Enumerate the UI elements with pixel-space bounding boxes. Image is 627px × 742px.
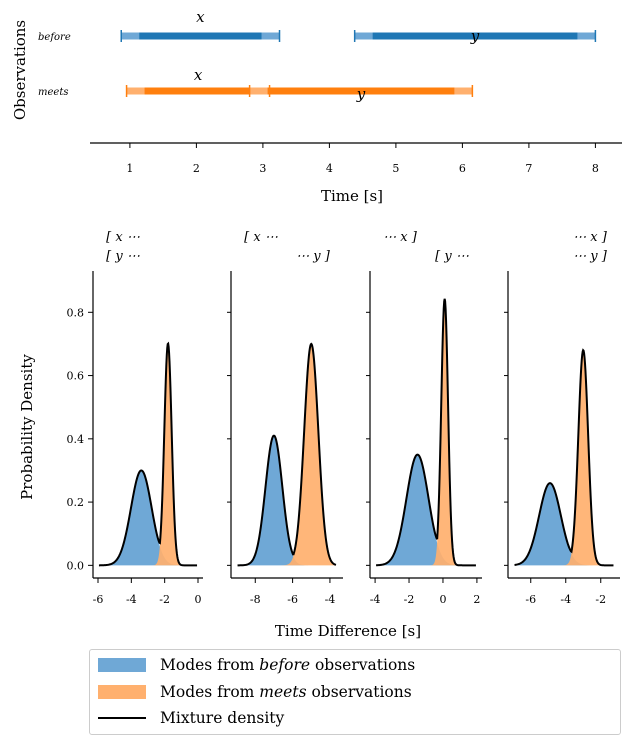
interval-uncertainty-end xyxy=(577,32,596,40)
interval-bar xyxy=(126,87,270,95)
top-x-axis-title: Time [s] xyxy=(321,187,383,205)
top-x-tick-label: 3 xyxy=(259,162,266,175)
y-tick-label: 0.6 xyxy=(67,370,85,383)
before-mode-area xyxy=(376,454,476,566)
panel-x-tick-label: -2 xyxy=(595,593,606,606)
interval-label-y: y xyxy=(470,27,480,45)
legend-label-before: Modes from before observations xyxy=(160,656,416,674)
top-x-tick-label: 4 xyxy=(326,162,333,175)
top-x-tick-label: 7 xyxy=(525,162,532,175)
panel-header-header_top: ⋯ x ] xyxy=(573,230,608,245)
interval-uncertainty-start xyxy=(126,87,145,95)
interval-uncertainty-end xyxy=(261,32,280,40)
panel-x-tick-label: -6 xyxy=(525,593,536,606)
interval-meets-x: x xyxy=(125,66,271,97)
density-panel-4: -6 -4 -2 ⋯ x ] ⋯ y ] xyxy=(504,230,620,606)
panel-header-header_top: ⋯ x ] xyxy=(383,230,418,245)
panel-x-tick-label: -4 xyxy=(126,593,137,606)
y-tick-label: 0.4 xyxy=(67,433,85,446)
top-y-axis-title: Observations xyxy=(11,20,29,120)
legend-swatch-before xyxy=(98,658,146,672)
panel-x-tick-label: -6 xyxy=(287,593,298,606)
panel-header-header_bottom: [ y ⋯ xyxy=(435,249,469,264)
y-tick-label: 0.8 xyxy=(67,306,85,319)
before-mode-area xyxy=(514,483,614,566)
y-tick-label: 0.2 xyxy=(67,496,85,509)
interval-label-x: x xyxy=(196,8,205,26)
interval-bar xyxy=(249,87,473,95)
panel-header-header_bottom: ⋯ y ] xyxy=(296,249,331,264)
legend-item-mixture: Mixture density xyxy=(98,707,284,729)
top-x-tick-label: 5 xyxy=(392,162,399,175)
interval-uncertainty-start xyxy=(249,87,268,95)
top-x-tick-label: 2 xyxy=(193,162,200,175)
panel-x-tick-label: -8 xyxy=(250,593,261,606)
interval-label-x: x xyxy=(194,66,203,84)
interval-meets-y: y xyxy=(248,85,474,103)
panel-x-tick-label: 0 xyxy=(439,593,446,606)
meets-mode-area xyxy=(98,344,198,566)
density-panel-3: -4 -2 0 2 ⋯ x ] [ y ⋯ xyxy=(366,230,482,606)
interval-before-x: x xyxy=(120,8,281,42)
top-x-tick-label: 8 xyxy=(592,162,599,175)
before-mode-area xyxy=(98,470,198,566)
interval-uncertainty-end xyxy=(454,87,473,95)
top-x-tick-label: 1 xyxy=(126,162,133,175)
panel-header-header_bottom: [ y ⋯ xyxy=(106,249,140,264)
mixture-density-line xyxy=(376,298,476,567)
panel-x-tick-label: 2 xyxy=(473,593,480,606)
row-label-before: before xyxy=(38,32,71,43)
meets-mode-area xyxy=(237,343,336,566)
top-x-tick-label: 6 xyxy=(459,162,466,175)
interval-uncertainty-start xyxy=(121,32,140,40)
legend-item-meets: Modes from meets observations xyxy=(98,681,412,703)
panel-header-header_bottom: ⋯ y ] xyxy=(573,249,608,264)
before-mode-area xyxy=(237,435,336,566)
interval-uncertainty-start xyxy=(354,32,373,40)
panel-x-tick-label: -2 xyxy=(404,593,415,606)
legend-swatch-meets xyxy=(98,685,146,699)
interval-bar xyxy=(121,32,280,40)
panel-x-tick-label: 0 xyxy=(195,593,202,606)
interval-bar xyxy=(354,32,596,40)
y-axis-title: Probability Density xyxy=(18,354,36,500)
panel-x-tick-label: -2 xyxy=(159,593,170,606)
density-panel-2: -8 -6 -4 [ x ⋯ ⋯ y ] xyxy=(227,230,343,606)
panel-header-header_top: [ x ⋯ xyxy=(244,230,278,245)
panel-x-tick-label: -6 xyxy=(93,593,104,606)
panel-x-tick-label: -4 xyxy=(560,593,571,606)
meets-mode-area xyxy=(514,350,614,566)
panel-x-tick-label: -4 xyxy=(370,593,381,606)
legend-label-mixture: Mixture density xyxy=(160,709,285,727)
legend: Modes from before observations Modes fro… xyxy=(89,649,621,735)
interval-label-y: y xyxy=(356,85,366,103)
row-label-meets: meets xyxy=(38,87,68,98)
density-panel-1: -6 -4 -2 0 [ x ⋯ [ y ⋯ xyxy=(92,230,203,606)
panel-header-header_top: [ x ⋯ xyxy=(106,230,140,245)
panel-x-tick-label: -4 xyxy=(325,593,336,606)
x-axis-title: Time Difference [s] xyxy=(275,622,421,640)
legend-line-mixture xyxy=(98,717,146,719)
y-tick-label: 0.0 xyxy=(67,559,85,572)
mixture-density-line xyxy=(237,342,337,567)
mixture-density-line xyxy=(98,341,198,567)
legend-item-before: Modes from before observations xyxy=(98,654,415,676)
interval-before-y: y xyxy=(353,27,597,45)
mixture-density-line xyxy=(514,348,614,567)
legend-label-meets: Modes from meets observations xyxy=(160,683,412,701)
